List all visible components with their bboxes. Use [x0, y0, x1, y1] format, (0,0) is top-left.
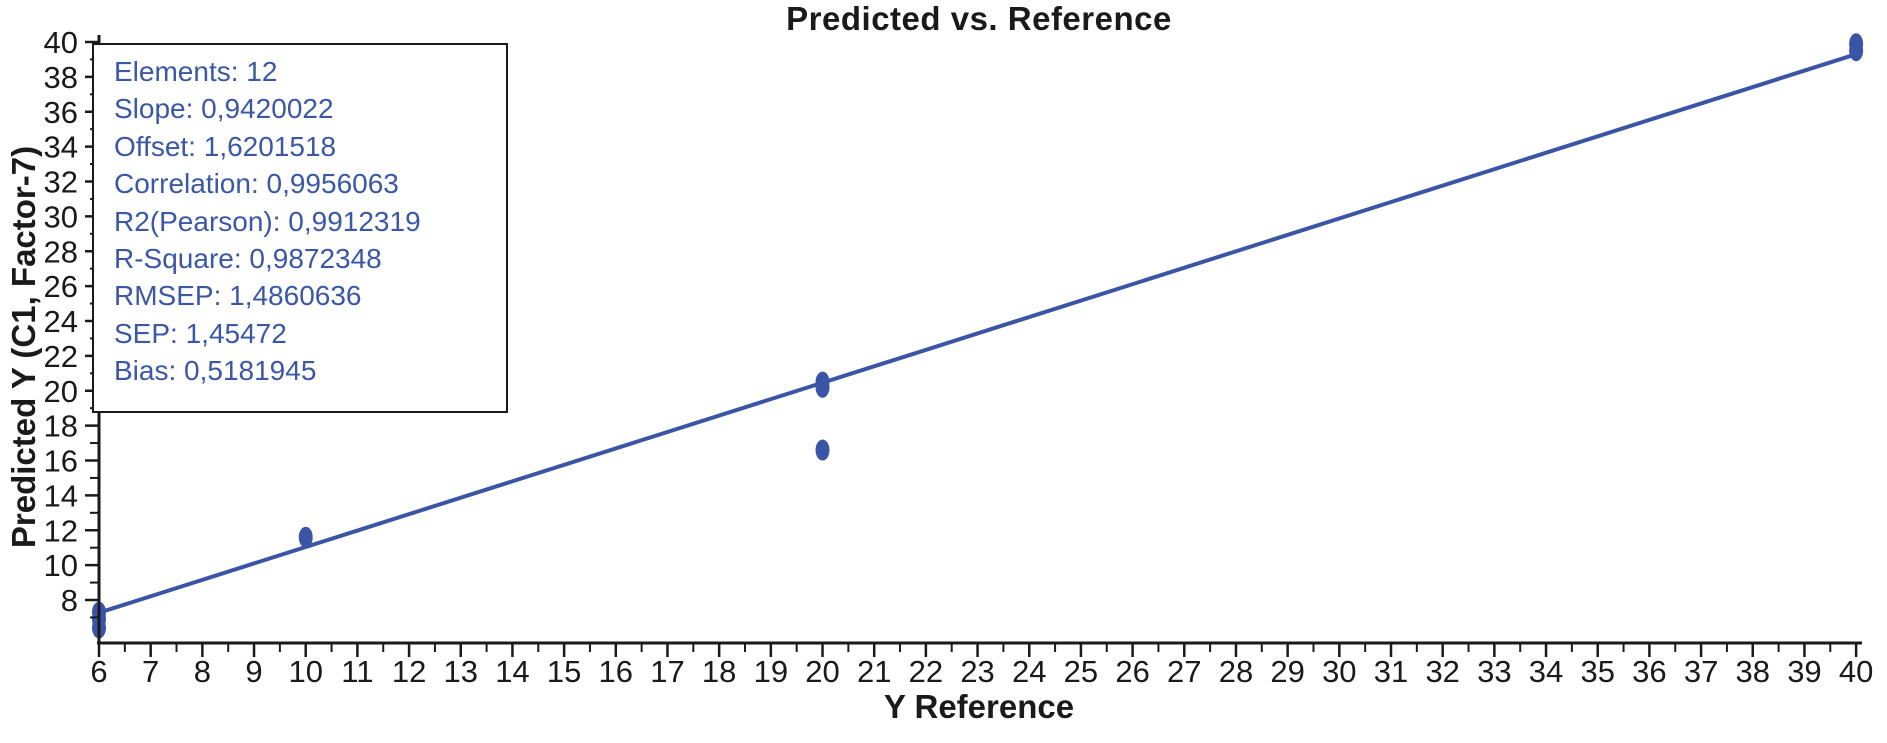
y-axis-label: Predicted Y (C1, Factor-7) — [5, 145, 42, 549]
stats-box: Elements: 12 Slope: 0,9420022 Offset: 1,… — [92, 43, 508, 413]
x-tick-label: 32 — [1425, 654, 1459, 689]
regression-line — [97, 52, 1859, 615]
y-tick-label: 18 — [44, 409, 78, 444]
data-point — [815, 439, 830, 461]
stat-offset: Offset: 1,6201518 — [114, 130, 337, 162]
y-tick-label: 24 — [44, 304, 78, 339]
x-tick-label: 17 — [650, 654, 684, 689]
y-tick-label: 12 — [44, 513, 78, 548]
x-tick-label: 39 — [1787, 654, 1821, 689]
x-tick-label: 22 — [909, 654, 943, 689]
x-tick-label: 27 — [1167, 654, 1201, 689]
data-point — [1849, 40, 1864, 62]
data-point — [298, 526, 313, 548]
y-tick-label: 38 — [44, 60, 78, 95]
x-tick-label: 40 — [1839, 654, 1873, 689]
y-tick-label: 36 — [44, 95, 78, 130]
x-tick-label: 35 — [1580, 654, 1614, 689]
y-tick-label: 30 — [44, 199, 78, 234]
y-tick-label: 8 — [61, 583, 78, 618]
y-tick-label: 20 — [44, 374, 78, 409]
x-tick-label: 36 — [1632, 654, 1666, 689]
y-tick-label: 16 — [44, 444, 78, 479]
x-tick-label: 21 — [857, 654, 891, 689]
chart-title: Predicted vs. Reference — [786, 0, 1172, 37]
x-tick-label: 31 — [1374, 654, 1408, 689]
y-tick-label: 32 — [44, 165, 78, 200]
x-tick-label: 8 — [194, 654, 211, 689]
x-tick-label: 6 — [90, 654, 107, 689]
y-tick-label: 26 — [44, 269, 78, 304]
data-point — [815, 376, 830, 398]
x-tick-label: 13 — [444, 654, 478, 689]
x-tick-label: 23 — [960, 654, 994, 689]
x-tick-label: 12 — [392, 654, 426, 689]
x-tick-label: 7 — [142, 654, 159, 689]
stat-r-square: R-Square: 0,9872348 — [114, 243, 382, 275]
stat-sep: SEP: 1,45472 — [114, 317, 287, 349]
x-tick-label: 24 — [1012, 654, 1046, 689]
x-tick-label: 30 — [1322, 654, 1356, 689]
y-tick-label: 10 — [44, 548, 78, 583]
y-tick-label: 28 — [44, 234, 78, 269]
x-tick-label: 14 — [495, 654, 529, 689]
x-tick-label: 38 — [1736, 654, 1770, 689]
x-tick-label: 20 — [805, 654, 839, 689]
x-tick-label: 26 — [1115, 654, 1149, 689]
stat-slope: Slope: 0,9420022 — [114, 93, 334, 125]
x-tick-label: 18 — [702, 654, 736, 689]
stat-correlation: Correlation: 0,9956063 — [114, 168, 399, 200]
y-tick-label: 22 — [44, 339, 78, 374]
x-tick-label: 25 — [1064, 654, 1098, 689]
x-tick-label: 28 — [1219, 654, 1253, 689]
x-tick-label: 29 — [1270, 654, 1304, 689]
x-tick-label: 33 — [1477, 654, 1511, 689]
x-tick-label: 15 — [547, 654, 581, 689]
stat-r2-pearson: R2(Pearson): 0,9912319 — [114, 205, 421, 237]
x-tick-label: 10 — [288, 654, 322, 689]
x-tick-label: 34 — [1529, 654, 1563, 689]
x-tick-label: 19 — [754, 654, 788, 689]
x-tick-label: 16 — [599, 654, 633, 689]
stat-elements: Elements: 12 — [114, 56, 278, 87]
y-tick-label: 40 — [44, 25, 78, 60]
x-tick-label: 37 — [1684, 654, 1718, 689]
stat-rmsep: RMSEP: 1,4860636 — [114, 280, 362, 312]
stat-bias: Bias: 0,5181945 — [114, 355, 317, 387]
y-tick-label: 14 — [44, 478, 78, 513]
x-tick-label: 9 — [245, 654, 262, 689]
y-tick-label: 34 — [44, 130, 78, 165]
x-axis-label: Y Reference — [883, 688, 1075, 725]
x-tick-label: 11 — [341, 654, 373, 689]
